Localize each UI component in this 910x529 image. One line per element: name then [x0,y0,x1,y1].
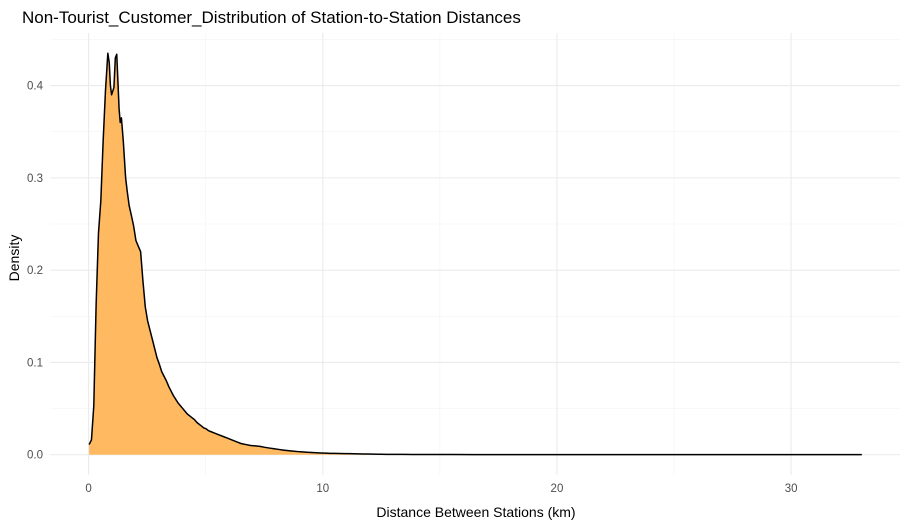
y-axis: 0.0 0.1 0.2 0.3 0.4 [27,81,44,462]
x-axis-label: Distance Between Stations (km) [376,504,575,520]
x-tick-label: 30 [785,483,798,495]
y-tick-label: 0.4 [27,81,44,93]
y-tick-label: 0.1 [27,357,43,369]
plot-area [88,52,862,456]
x-tick-label: 0 [85,483,91,495]
y-axis-label: Density [6,235,22,282]
chart-title: Non-Tourist_Customer_Distribution of Sta… [22,8,521,27]
x-tick-label: 20 [551,483,564,495]
y-tick-label: 0.2 [27,265,43,277]
y-tick-label: 0.0 [27,450,43,462]
density-line [88,52,862,456]
density-area [89,53,862,455]
x-axis: 0 10 20 30 [85,483,797,495]
y-tick-label: 0.3 [27,173,43,185]
x-tick-label: 10 [316,483,329,495]
